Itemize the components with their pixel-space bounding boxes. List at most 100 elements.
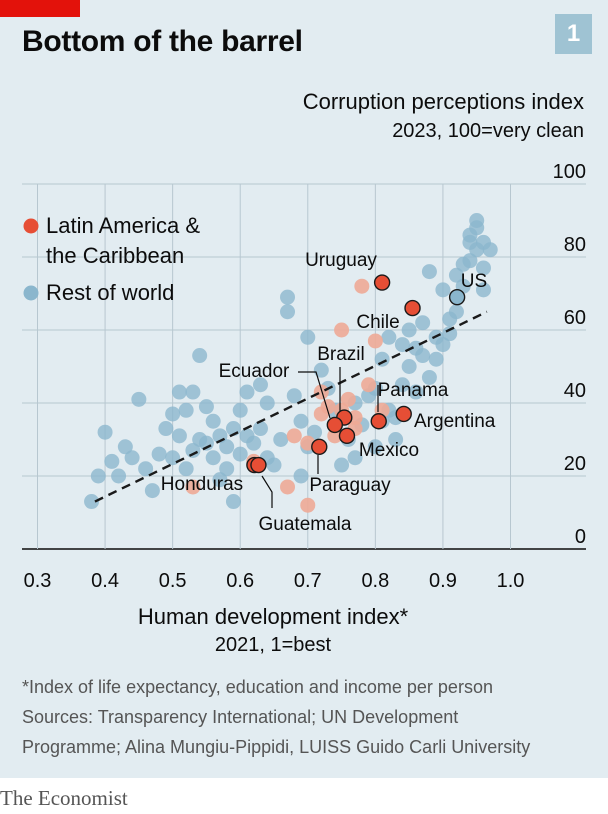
x-tick-label: 0.9: [429, 570, 457, 592]
label-mexico: Mexico: [359, 440, 419, 461]
rest-of-world-point: [232, 402, 248, 418]
rest-of-world-point: [293, 468, 309, 484]
rest-of-world-point: [239, 384, 255, 400]
latam-point: [354, 278, 370, 294]
rest-of-world-point: [266, 457, 282, 473]
rest-of-world-point: [205, 413, 221, 429]
rest-of-world-point: [421, 264, 437, 280]
rest-of-world-point: [165, 450, 181, 466]
rest-of-world-point: [286, 388, 302, 404]
rest-of-world-point: [448, 267, 464, 283]
latam-point: [313, 384, 329, 400]
rest-of-world-point: [347, 450, 363, 466]
rest-of-world-point: [462, 253, 478, 269]
rest-of-world-point: [219, 439, 235, 455]
y-axis-title: Corruption perceptions index: [302, 89, 584, 114]
rest-of-world-point: [313, 362, 329, 378]
chart-title: Bottom of the barrel: [22, 25, 303, 58]
rest-of-world-point: [252, 421, 268, 437]
label-chile: Chile: [356, 312, 399, 333]
x-tick-label: 0.5: [159, 570, 187, 592]
label-argentina: Argentina: [414, 411, 496, 432]
rest-of-world-point: [475, 260, 491, 276]
trend-line: [94, 310, 488, 503]
x-tick-label: 0.8: [361, 570, 389, 592]
label-guatemala: Guatemala: [259, 514, 352, 535]
latam-point: [334, 322, 350, 338]
rest-of-world-point: [401, 322, 417, 338]
chart-panel: [0, 0, 608, 778]
label-uruguay: Uruguay: [305, 250, 377, 271]
latam-point: [361, 377, 377, 393]
y-axis-subtitle: 2023, 100=very clean: [392, 120, 584, 142]
rest-of-world-point: [408, 384, 424, 400]
rest-of-world-point: [97, 424, 113, 440]
legend-latam-label-2: the Caribbean: [46, 243, 184, 268]
legend-rest-swatch: [23, 285, 39, 301]
rest-of-world-point: [165, 406, 181, 422]
brand-tag: [0, 0, 80, 17]
rest-of-world-point: [415, 315, 431, 331]
sources-line-2: Programme; Alina Mungiu-Pippidi, LUISS G…: [22, 737, 531, 757]
rest-of-world-point: [151, 446, 167, 462]
point-paraguay: [311, 438, 328, 455]
rest-of-world-point: [212, 472, 228, 488]
label-panama: Panama: [378, 380, 449, 401]
y-tick-label: 100: [553, 161, 586, 183]
rest-of-world-point: [198, 399, 214, 415]
latam-point: [280, 479, 296, 495]
x-tick-label: 1.0: [497, 570, 525, 592]
rest-of-world-point: [273, 432, 289, 447]
rest-of-world-point: [246, 435, 262, 451]
legend-rest-label: Rest of world: [46, 280, 174, 305]
label-us: US: [461, 271, 487, 292]
latam-point: [286, 428, 302, 444]
rest-of-world-point: [280, 304, 296, 320]
rest-of-world-point: [367, 439, 383, 455]
legend-latam-label: Latin America &: [46, 213, 200, 238]
rest-of-world-point: [138, 461, 154, 477]
rest-of-world-point: [388, 432, 404, 447]
sources-line-1: Sources: Transparency International; UN …: [22, 707, 459, 727]
rest-of-world-point: [401, 359, 417, 374]
rest-of-world-point: [475, 282, 491, 298]
rest-of-world-point: [104, 453, 120, 469]
x-tick-label: 0.4: [91, 570, 119, 592]
point-uruguay: [373, 274, 391, 291]
label-honduras: Honduras: [161, 474, 243, 495]
rest-of-world-point: [219, 461, 235, 477]
rest-of-world-point: [252, 377, 268, 393]
rest-of-world-point: [374, 351, 390, 367]
rest-of-world-point: [307, 424, 323, 440]
y-tick-label: 60: [564, 307, 586, 329]
rest-of-world-point: [280, 289, 296, 305]
rest-of-world-point: [381, 329, 397, 345]
rest-of-world-point: [394, 377, 410, 393]
rest-of-world-point: [428, 351, 444, 367]
rest-of-world-point: [232, 446, 248, 462]
rest-of-world-point: [171, 428, 187, 444]
rest-of-world-point: [192, 348, 208, 364]
economist-logo: The Economist: [0, 786, 128, 810]
rest-of-world-point: [469, 213, 485, 228]
point-argentina: [395, 405, 412, 423]
x-tick-label: 0.3: [24, 570, 52, 592]
y-tick-label: 0: [575, 526, 586, 548]
footnote: *Index of life expectancy, education and…: [22, 677, 493, 697]
label-paraguay: Paraguay: [309, 475, 391, 496]
rest-of-world-point: [84, 494, 100, 510]
label-brazil: Brazil: [317, 344, 365, 365]
latam-point: [320, 399, 336, 415]
rest-of-world-point: [300, 329, 316, 345]
point-us: [448, 288, 466, 306]
rest-of-world-point: [293, 413, 309, 429]
rest-of-world-point: [178, 461, 194, 477]
rest-of-world-point: [117, 439, 133, 455]
rest-of-world-point: [448, 304, 464, 320]
y-tick-label: 80: [564, 234, 586, 256]
leader-line: [298, 371, 331, 419]
x-axis-title: Human development index*: [137, 604, 409, 629]
rest-of-world-point: [415, 348, 431, 364]
rest-of-world-point: [131, 391, 147, 407]
rest-of-world-point: [259, 395, 275, 411]
